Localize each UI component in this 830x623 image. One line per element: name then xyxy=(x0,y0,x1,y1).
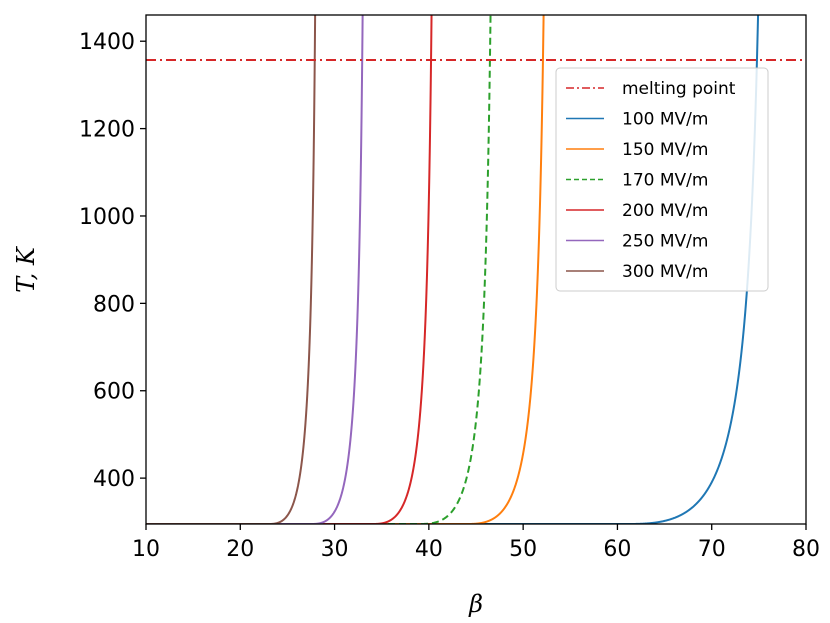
legend-label: melting point xyxy=(622,79,736,99)
legend-frame xyxy=(555,67,769,292)
legend-label: 200 MV/m xyxy=(622,201,708,221)
series-line xyxy=(146,15,545,524)
series-line xyxy=(146,15,760,524)
x-tick-label: 30 xyxy=(321,537,349,562)
x-axis-label: β xyxy=(468,590,483,618)
y-tick-label: 600 xyxy=(93,380,135,405)
legend-label: 100 MV/m xyxy=(622,110,708,130)
x-axis-ticks: 10 20 30 40 50 60 70 80 xyxy=(132,524,820,562)
x-tick-label: 20 xyxy=(226,537,254,562)
x-tick-label: 70 xyxy=(698,537,726,562)
legend-label: 150 MV/m xyxy=(622,140,708,160)
plot-frame xyxy=(145,14,807,525)
series-line xyxy=(146,15,364,524)
legend: melting point 100 MV/m 150 MV/m 170 MV/m 200… xyxy=(555,67,769,292)
y-tick-label: 1400 xyxy=(79,30,135,55)
y-tick-label: 1000 xyxy=(79,205,135,230)
series-line xyxy=(146,15,492,524)
legend-label: 170 MV/m xyxy=(622,171,708,191)
legend-label: 250 MV/m xyxy=(622,232,708,252)
y-tick-label: 400 xyxy=(93,467,135,492)
series-line xyxy=(146,15,317,524)
series-layer xyxy=(146,15,760,524)
y-axis-label: T, K xyxy=(12,245,40,293)
x-tick-label: 60 xyxy=(603,537,631,562)
x-tick-label: 80 xyxy=(792,537,820,562)
y-tick-label: 1200 xyxy=(79,118,135,143)
y-tick-label: 800 xyxy=(93,292,135,317)
x-tick-label: 40 xyxy=(415,537,443,562)
x-tick-label: 10 xyxy=(132,537,160,562)
series-line xyxy=(146,15,433,524)
y-axis-ticks: 400 600 800 1000 1200 1400 xyxy=(79,30,146,492)
x-tick-label: 50 xyxy=(509,537,537,562)
legend-label: 300 MV/m xyxy=(622,262,708,282)
